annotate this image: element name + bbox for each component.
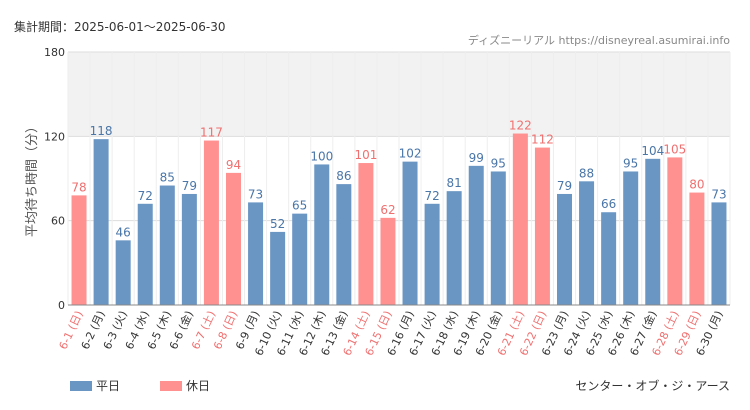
value-label: 62 (380, 203, 395, 217)
bar (358, 163, 374, 305)
bar (71, 195, 87, 305)
value-label: 88 (579, 166, 594, 180)
bar (557, 193, 572, 305)
value-label: 46 (116, 225, 131, 239)
legend-label-weekday: 平日 (96, 379, 120, 393)
value-label: 79 (557, 179, 572, 193)
source-label: ディズニーリアル https://disneyreal.asumirai.inf… (468, 33, 730, 47)
value-label: 102 (399, 147, 422, 161)
legend-label-holiday: 休日 (186, 379, 210, 393)
value-label: 118 (90, 124, 113, 138)
bar (226, 172, 241, 305)
bar (181, 193, 197, 305)
attraction-name: センター・オブ・ジ・アース (575, 378, 730, 393)
bar (579, 181, 595, 305)
bar (689, 192, 705, 305)
legend-swatch-holiday (160, 381, 182, 391)
bar (115, 240, 131, 305)
bar (490, 171, 506, 305)
y-axis-label: 平均待ち時間（分） (25, 120, 40, 237)
bar (667, 157, 683, 305)
value-label: 78 (71, 180, 86, 194)
value-label: 81 (447, 176, 462, 190)
y-tick-label: 60 (51, 215, 65, 228)
value-label: 80 (689, 178, 704, 192)
bar (159, 185, 175, 305)
value-label: 73 (711, 187, 726, 201)
value-label: 117 (200, 126, 223, 140)
bar (534, 147, 550, 305)
value-label: 65 (292, 199, 307, 213)
bar (623, 171, 639, 305)
x-axis-labels: 6-1 (日)6-2 (月)6-3 (火)6-4 (水)6-5 (木)6-6 (… (57, 308, 726, 357)
value-label: 52 (270, 217, 285, 231)
bar (336, 184, 352, 305)
bar (402, 161, 418, 305)
value-label: 95 (491, 156, 506, 170)
bar (270, 231, 286, 305)
value-label: 66 (601, 197, 616, 211)
y-tick-label: 0 (58, 299, 65, 312)
bar (314, 164, 330, 305)
bar (711, 202, 727, 305)
y-tick-label: 180 (44, 46, 65, 59)
bar (424, 203, 440, 305)
value-label: 104 (641, 144, 664, 158)
bar (292, 213, 308, 305)
bar (468, 165, 484, 305)
bar (248, 202, 264, 305)
value-label: 112 (531, 133, 554, 147)
value-label: 72 (138, 189, 153, 203)
bar (380, 217, 396, 305)
value-label: 105 (663, 142, 686, 156)
bar (203, 140, 219, 305)
value-label: 100 (310, 149, 333, 163)
value-label: 99 (469, 151, 484, 165)
value-label: 73 (248, 187, 263, 201)
bar (512, 133, 528, 305)
value-label: 122 (509, 119, 532, 133)
bars (71, 133, 727, 305)
bar (137, 203, 153, 305)
gridlines (67, 51, 731, 305)
bar (601, 212, 617, 305)
value-label: 85 (160, 171, 175, 185)
value-label: 86 (336, 169, 351, 183)
legend-swatch-weekday (70, 381, 92, 391)
value-label: 94 (226, 158, 241, 172)
value-label: 79 (182, 179, 197, 193)
y-axis-ticks: 0 60 120 180 (44, 46, 65, 312)
bar (645, 158, 661, 305)
value-label: 72 (424, 189, 439, 203)
bar (446, 191, 462, 305)
bar (93, 139, 109, 305)
period-label: 集計期間：2025-06-01〜2025-06-30 (14, 19, 225, 34)
value-label: 95 (623, 156, 638, 170)
legend: 平日 休日 (70, 379, 210, 393)
value-label: 101 (354, 148, 377, 162)
y-tick-label: 120 (44, 130, 65, 143)
